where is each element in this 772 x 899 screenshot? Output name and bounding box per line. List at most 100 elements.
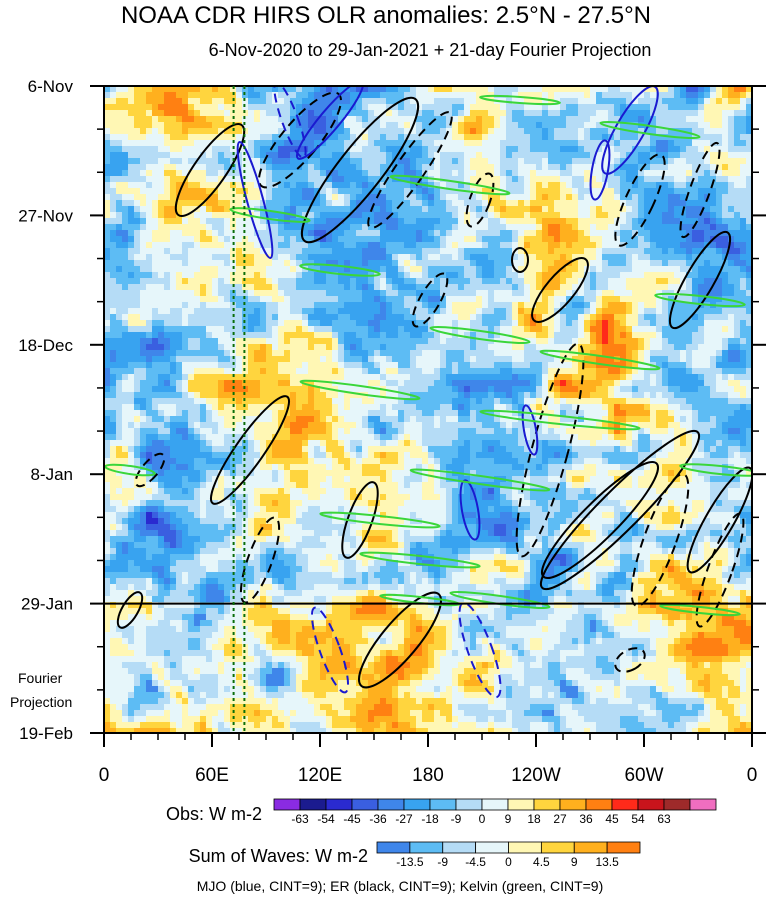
field-cell [122, 272, 129, 279]
field-cell [224, 236, 231, 243]
field-cell [458, 158, 465, 165]
field-cell [296, 290, 303, 297]
field-cell [578, 98, 585, 105]
field-cell [740, 350, 747, 357]
field-cell [626, 272, 633, 279]
field-cell [488, 266, 495, 273]
field-cell [332, 254, 339, 261]
field-cell [602, 308, 609, 315]
field-cell [494, 248, 501, 255]
field-cell [602, 278, 609, 285]
field-cell [140, 110, 147, 117]
field-cell [404, 104, 411, 111]
field-cell [674, 182, 681, 189]
field-cell [644, 314, 651, 321]
field-cell [674, 302, 681, 309]
field-cell [356, 320, 363, 327]
field-cell [182, 272, 189, 279]
field-cell [614, 248, 621, 255]
field-cell [302, 350, 309, 357]
field-cell [374, 350, 381, 357]
field-cell [608, 254, 615, 261]
field-cell [218, 278, 225, 285]
field-cell [290, 290, 297, 297]
field-cell [434, 170, 441, 177]
field-cell [530, 128, 537, 135]
field-cell [272, 266, 279, 273]
field-cell [332, 86, 339, 93]
field-cell [146, 170, 153, 177]
field-cell [518, 254, 525, 261]
field-cell [710, 338, 717, 345]
field-cell [632, 278, 639, 285]
field-cell [536, 278, 543, 285]
field-cell [422, 248, 429, 255]
field-cell [692, 296, 699, 303]
field-cell [434, 242, 441, 249]
field-cell [182, 350, 189, 357]
field-cell [236, 308, 243, 315]
field-cell [740, 332, 747, 339]
field-cell [152, 272, 159, 279]
field-cell [326, 158, 333, 165]
field-cell [218, 134, 225, 141]
field-cell [392, 308, 399, 315]
field-cell [500, 164, 507, 171]
field-cell [248, 338, 255, 345]
field-cell [578, 224, 585, 231]
field-cell [332, 206, 339, 213]
field-cell [116, 236, 123, 243]
field-cell [704, 278, 711, 285]
field-cell [182, 320, 189, 327]
field-cell [404, 278, 411, 285]
field-cell [296, 302, 303, 309]
field-cell [242, 260, 249, 267]
field-cell [368, 104, 375, 111]
field-cell [152, 98, 159, 105]
field-cell [464, 320, 471, 327]
field-cell [128, 236, 135, 243]
field-cell [674, 170, 681, 177]
field-cell [602, 212, 609, 219]
field-cell [128, 122, 135, 129]
field-cell [374, 332, 381, 339]
field-cell [122, 128, 129, 135]
field-cell [614, 86, 621, 93]
field-cell [218, 332, 225, 339]
field-cell [218, 116, 225, 123]
field-cell [584, 146, 591, 153]
field-cell [416, 152, 423, 159]
field-cell [290, 230, 297, 237]
field-cell [596, 242, 603, 249]
field-cell [128, 152, 135, 159]
field-cell [452, 104, 459, 111]
field-cell [260, 116, 267, 123]
field-cell [368, 326, 375, 333]
field-cell [398, 320, 405, 327]
field-cell [518, 152, 525, 159]
field-cell [590, 344, 597, 351]
field-cell [566, 278, 573, 285]
field-cell [548, 338, 555, 345]
field-cell [422, 242, 429, 249]
field-cell [740, 344, 747, 351]
field-cell [482, 296, 489, 303]
field-cell [326, 92, 333, 99]
field-cell [284, 170, 291, 177]
field-cell [254, 308, 261, 315]
field-cell [374, 92, 381, 99]
field-cell [338, 236, 345, 243]
field-cell [170, 284, 177, 291]
field-cell [572, 86, 579, 93]
field-cell [284, 290, 291, 297]
field-cell [620, 248, 627, 255]
field-cell [428, 356, 435, 363]
field-cell [746, 128, 752, 135]
field-cell [230, 212, 237, 219]
field-cell [548, 278, 555, 285]
field-cell [536, 350, 543, 357]
field-cell [626, 206, 633, 213]
field-cell [740, 218, 747, 225]
field-cell [476, 314, 483, 321]
field-cell [170, 104, 177, 111]
